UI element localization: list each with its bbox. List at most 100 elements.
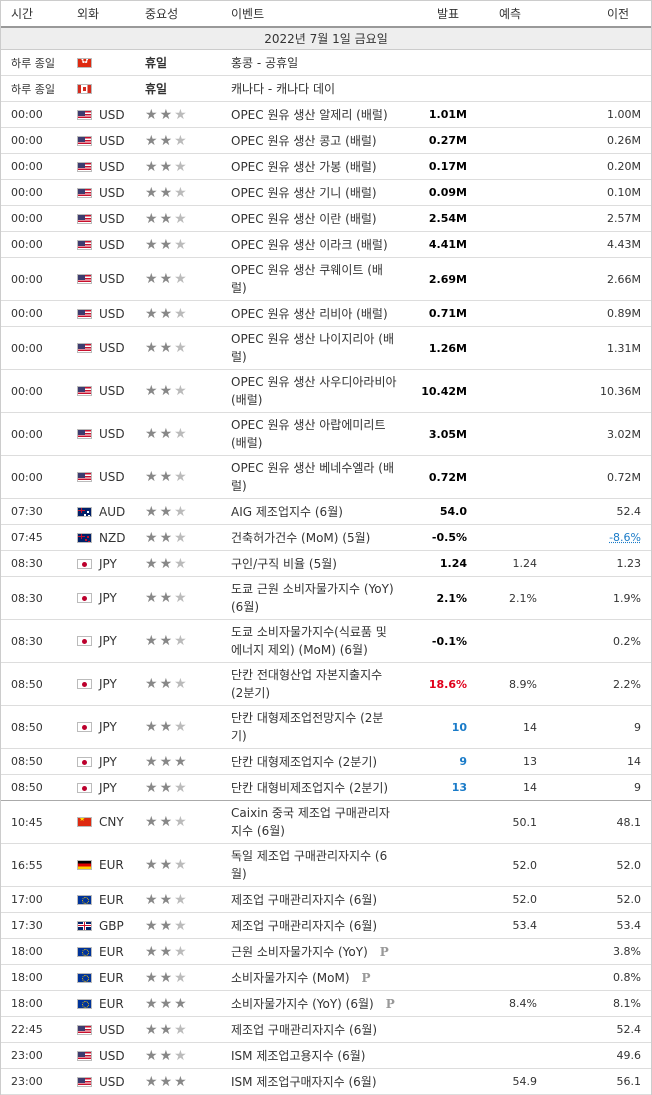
event-name[interactable]: Caixin 중국 제조업 구매관리자지수 (6월) [231,806,390,838]
event-name-cell[interactable]: OPEC 원유 생산 쿠웨이트 (배럴) [229,261,401,297]
event-name-cell[interactable]: 도쿄 근원 소비자물가지수 (YoY) (6월) [229,580,401,616]
event-row[interactable]: 00:00 USD ★ ★ ★ OPEC 원유 생산 기니 (배럴) 0.09M 0… [1,180,651,206]
event-name[interactable]: 제조업 구매관리자지수 (6월) [231,892,378,907]
header-currency[interactable]: 외화 [77,7,100,21]
event-name-cell[interactable]: OPEC 원유 생산 이란 (배럴) [229,210,401,228]
event-name[interactable]: 근원 소비자물가지수 (YoY) [231,944,368,959]
event-row[interactable]: 08:30 JPY ★ ★ ★ 구인/구직 비율 (5월) 1.24 1.24 1.… [1,551,651,577]
event-name[interactable]: OPEC 원유 생산 나이지리아 (배럴) [231,332,394,364]
event-row[interactable]: 07:30 AUD ★ ★ ★ AIG 제조업지수 (6월) 54.0 52.4 [1,499,651,525]
event-row[interactable]: 00:00 USD ★ ★ ★ OPEC 원유 생산 쿠웨이트 (배럴) 2.69M… [1,258,651,301]
event-name[interactable]: OPEC 원유 생산 알제리 (배럴) [231,107,388,122]
event-name-cell[interactable]: 제조업 구매관리자지수 (6월) [229,1021,401,1039]
event-name[interactable]: OPEC 원유 생산 이라크 (배럴) [231,237,388,252]
event-name-cell[interactable]: 도쿄 소비자물가지수(식료품 및 에너지 제외) (MoM) (6월) [229,623,401,659]
event-name-cell[interactable]: 홍콩 - 공휴일 [229,54,401,72]
event-row[interactable]: 17:30 GBP ★ ★ ★ 제조업 구매관리자지수 (6월) 53.4 53.4 [1,913,651,939]
event-name-cell[interactable]: 근원 소비자물가지수 (YoY) P [229,943,401,961]
event-name-cell[interactable]: Caixin 중국 제조업 구매관리자지수 (6월) [229,804,401,840]
event-name-cell[interactable]: 제조업 구매관리자지수 (6월) [229,917,401,935]
event-name[interactable]: OPEC 원유 생산 쿠웨이트 (배럴) [231,263,383,295]
event-row[interactable]: 00:00 USD ★ ★ ★ OPEC 원유 생산 베네수엘라 (배럴) 0.72… [1,456,651,499]
event-name-cell[interactable]: 단칸 대형비제조업지수 (2분기) [229,779,401,797]
event-row[interactable]: 08:30 JPY ★ ★ ★ 도쿄 소비자물가지수(식료품 및 에너지 제외) (… [1,620,651,663]
event-row[interactable]: 00:00 USD ★ ★ ★ OPEC 원유 생산 이라크 (배럴) 4.41M … [1,232,651,258]
event-name[interactable]: 단칸 대형제조업지수 (2분기) [231,754,378,769]
event-row[interactable]: 하루 종일 휴일 홍콩 - 공휴일 [1,50,651,76]
event-row[interactable]: 16:55 EUR ★ ★ ★ 독일 제조업 구매관리자지수 (6월) 52.0 5… [1,844,651,887]
event-name[interactable]: 소비자물가지수 (YoY) (6월) [231,996,374,1011]
event-name[interactable]: 소비자물가지수 (MoM) [231,970,350,985]
event-name[interactable]: ISM 제조업고용지수 (6월) [231,1048,366,1063]
event-name[interactable]: OPEC 원유 생산 이란 (배럴) [231,211,377,226]
event-row[interactable]: 18:00 EUR ★ ★ ★ 소비자물가지수 (YoY) (6월) P 8.4% 8… [1,991,651,1017]
event-row[interactable]: 00:00 USD ★ ★ ★ OPEC 원유 생산 이란 (배럴) 2.54M 2… [1,206,651,232]
event-name[interactable]: 캐나다 - 캐나다 데이 [231,81,336,96]
event-row[interactable]: 00:00 USD ★ ★ ★ OPEC 원유 생산 리비아 (배럴) 0.71M … [1,301,651,327]
event-row[interactable]: 18:00 EUR ★ ★ ★ 소비자물가지수 (MoM) P 0.8% [1,965,651,991]
event-name[interactable]: OPEC 원유 생산 기니 (배럴) [231,185,377,200]
event-name-cell[interactable]: OPEC 원유 생산 사우디아라비아 (배럴) [229,373,401,409]
event-row[interactable]: 07:45 NZD ★ ★ ★ 건축허가건수 (MoM) (5월) -0.5% -8… [1,525,651,551]
event-row[interactable]: 00:00 USD ★ ★ ★ OPEC 원유 생산 가봉 (배럴) 0.17M 0… [1,154,651,180]
event-row[interactable]: 00:00 USD ★ ★ ★ OPEC 원유 생산 콩고 (배럴) 0.27M 0… [1,128,651,154]
event-name[interactable]: 건축허가건수 (MoM) (5월) [231,530,371,545]
event-name[interactable]: OPEC 원유 생산 리비아 (배럴) [231,306,388,321]
event-name-cell[interactable]: ISM 제조업구매자지수 (6월) [229,1073,401,1091]
event-name-cell[interactable]: OPEC 원유 생산 아랍에미리트 (배럴) [229,416,401,452]
event-name[interactable]: OPEC 원유 생산 베네수엘라 (배럴) [231,461,394,493]
event-row[interactable]: 10:45 CNY ★★★ Caixin 중국 제조업 구매관리자지수 (6월)… [1,801,651,844]
event-row[interactable]: 00:00 USD ★ ★ ★ OPEC 원유 생산 아랍에미리트 (배럴) 3.0… [1,413,651,456]
event-name[interactable]: 구인/구직 비율 (5월) [231,556,337,571]
event-name[interactable]: 도쿄 근원 소비자물가지수 (YoY) (6월) [231,582,394,614]
event-name-cell[interactable]: 소비자물가지수 (MoM) P [229,969,401,987]
event-name[interactable]: 제조업 구매관리자지수 (6월) [231,918,378,933]
header-event[interactable]: 이벤트 [231,6,265,21]
event-name[interactable]: AIG 제조업지수 (6월) [231,504,343,519]
event-name[interactable]: 독일 제조업 구매관리자지수 (6월) [231,849,388,881]
event-name-cell[interactable]: 단칸 전대형산업 자본지출지수 (2분기) [229,666,401,702]
event-row[interactable]: 22:45 USD ★ ★ ★ 제조업 구매관리자지수 (6월) 52.4 [1,1017,651,1043]
event-name-cell[interactable]: 제조업 구매관리자지수 (6월) [229,891,401,909]
event-name[interactable]: 도쿄 소비자물가지수(식료품 및 에너지 제외) (MoM) (6월) [231,625,387,657]
event-name[interactable]: ISM 제조업구매자지수 (6월) [231,1074,377,1089]
event-row[interactable]: 08:30 JPY ★ ★ ★ 도쿄 근원 소비자물가지수 (YoY) (6월) 2… [1,577,651,620]
header-actual[interactable]: 발표 [436,7,460,21]
event-name-cell[interactable]: OPEC 원유 생산 콩고 (배럴) [229,132,401,150]
event-row[interactable]: 08:50 JPY ★ ★ ★ 단칸 대형제조업지수 (2분기) 9 13 14 [1,749,651,775]
event-row[interactable]: 17:00 EUR ★ ★ ★ 제조업 구매관리자지수 (6월) 52.0 52.0 [1,887,651,913]
event-name-cell[interactable]: OPEC 원유 생산 알제리 (배럴) [229,106,401,124]
event-name[interactable]: 단칸 전대형산업 자본지출지수 (2분기) [231,668,383,700]
event-name-cell[interactable]: 독일 제조업 구매관리자지수 (6월) [229,847,401,883]
header-forecast[interactable]: 예측 [498,7,522,21]
event-name-cell[interactable]: OPEC 원유 생산 가봉 (배럴) [229,158,401,176]
event-name-cell[interactable]: 구인/구직 비율 (5월) [229,555,401,573]
event-name-cell[interactable]: OPEC 원유 생산 기니 (배럴) [229,184,401,202]
event-name[interactable]: 단칸 대형제조업전망지수 (2분기) [231,711,384,743]
event-row[interactable]: 08:50 JPY ★ ★ ★ 단칸 대형비제조업지수 (2분기) 13 14 9 [1,775,651,801]
event-name[interactable]: OPEC 원유 생산 콩고 (배럴) [231,133,377,148]
event-row[interactable]: 00:00 USD ★ ★ ★ OPEC 원유 생산 알제리 (배럴) 1.01M … [1,102,651,128]
event-name-cell[interactable]: OPEC 원유 생산 이라크 (배럴) [229,236,401,254]
event-name[interactable]: 홍콩 - 공휴일 [231,55,299,70]
event-name-cell[interactable]: 캐나다 - 캐나다 데이 [229,80,401,98]
event-name-cell[interactable]: AIG 제조업지수 (6월) [229,503,401,521]
event-name[interactable]: OPEC 원유 생산 아랍에미리트 (배럴) [231,418,386,450]
event-name-cell[interactable]: OPEC 원유 생산 나이지리아 (배럴) [229,330,401,366]
event-row[interactable]: 23:00 USD ★ ★ ★ ISM 제조업고용지수 (6월) 49.6 [1,1043,651,1069]
event-name[interactable]: OPEC 원유 생산 가봉 (배럴) [231,159,377,174]
header-previous[interactable]: 이전 [606,7,630,21]
event-name-cell[interactable]: OPEC 원유 생산 베네수엘라 (배럴) [229,459,401,495]
event-name-cell[interactable]: 건축허가건수 (MoM) (5월) [229,529,401,547]
event-row[interactable]: 00:00 USD ★ ★ ★ OPEC 원유 생산 사우디아라비아 (배럴) 10… [1,370,651,413]
event-row[interactable]: 08:50 JPY ★ ★ ★ 단칸 대형제조업전망지수 (2분기) 10 14 9 [1,706,651,749]
event-name-cell[interactable]: OPEC 원유 생산 리비아 (배럴) [229,305,401,323]
event-row[interactable]: 하루 종일 휴일 캐나다 - 캐나다 데이 [1,76,651,102]
header-time[interactable]: 시간 [11,7,34,21]
event-name-cell[interactable]: 단칸 대형제조업전망지수 (2분기) [229,709,401,745]
event-row[interactable]: 08:50 JPY ★ ★ ★ 단칸 전대형산업 자본지출지수 (2분기) 18.6… [1,663,651,706]
event-name-cell[interactable]: 소비자물가지수 (YoY) (6월) P [229,995,401,1013]
event-row[interactable]: 23:00 USD ★ ★ ★ ISM 제조업구매자지수 (6월) 54.9 56.… [1,1069,651,1095]
event-name[interactable]: 단칸 대형비제조업지수 (2분기) [231,780,389,795]
event-name[interactable]: OPEC 원유 생산 사우디아라비아 (배럴) [231,375,397,407]
